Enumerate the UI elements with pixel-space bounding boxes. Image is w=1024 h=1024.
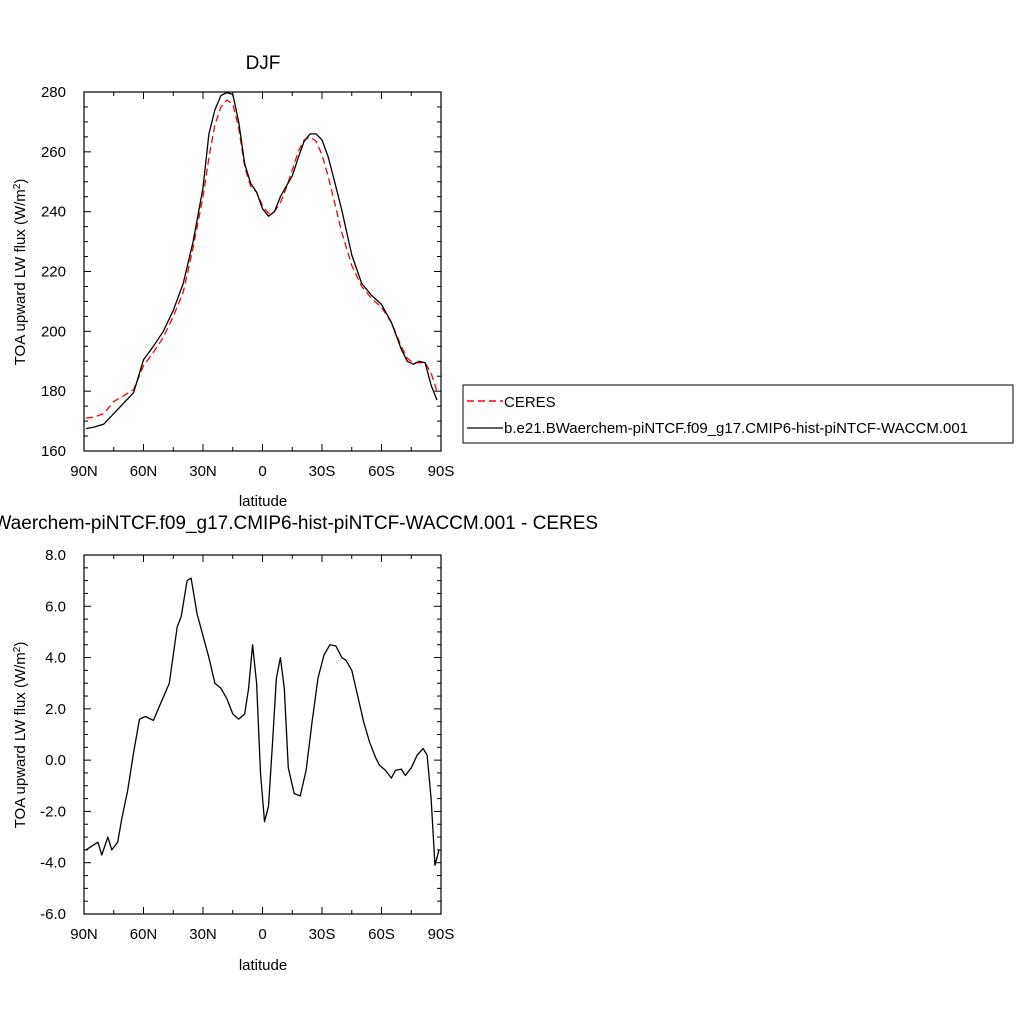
top-series-line-0 xyxy=(85,99,438,419)
top-title: DJF xyxy=(246,53,281,74)
top-y-tick-label: 260 xyxy=(41,144,66,161)
bottom-y-axis-label-sup: 2 xyxy=(12,646,23,652)
bottom-series-layer xyxy=(85,577,440,866)
legend-label-ceres: CERES xyxy=(504,394,556,411)
top-y-tick-label: 200 xyxy=(41,323,66,340)
bottom-x-tick-label: 90S xyxy=(428,926,455,943)
bottom-y-axis-label-end: ) xyxy=(12,642,29,647)
bottom-y-axis-label-main: TOA upward LW flux (W/m xyxy=(12,652,29,828)
bottom-y-tick-label: -6.0 xyxy=(40,906,66,923)
top-x-tick-label: 30N xyxy=(189,463,217,480)
bottom-y-tick-label: 4.0 xyxy=(45,650,66,667)
bottom-x-tick-label: 0 xyxy=(258,926,266,943)
bottom-y-tick-label: 6.0 xyxy=(45,598,66,615)
top-x-tick-label: 60N xyxy=(130,463,158,480)
legend-label-model: b.e21.BWaerchem-piNTCF.f09_g17.CMIP6-his… xyxy=(504,420,968,437)
top-y-tick-label: 180 xyxy=(41,383,66,400)
panel-bottom: b.e21.BWaerchem-piNTCF.f09_g17.CMIP6-his… xyxy=(0,513,598,974)
bottom-y-tick-label: -4.0 xyxy=(40,855,66,872)
bottom-y-tick-label: 0.0 xyxy=(45,752,66,769)
top-y-tick-label: 240 xyxy=(41,204,66,221)
top-series-line-1 xyxy=(85,91,438,430)
top-y-axis-label-end: ) xyxy=(12,179,29,184)
bottom-y-axis-label: TOA upward LW flux (W/m2) xyxy=(12,642,29,829)
bottom-y-tick-label: 8.0 xyxy=(45,547,66,564)
bottom-x-tick-label: 90N xyxy=(70,926,98,943)
bottom-x-axis-label: latitude xyxy=(239,957,287,974)
bottom-y-tick-label: -2.0 xyxy=(40,803,66,820)
top-x-tick-label: 0 xyxy=(258,463,266,480)
bottom-x-tick-label: 60N xyxy=(130,926,158,943)
legend-box xyxy=(462,384,1014,444)
bottom-x-tick-label: 60S xyxy=(368,926,395,943)
top-ticks-layer: 90N 60N 30N 0 30S 60S 90S 160 180 200 220 240 260 280 xyxy=(41,84,454,480)
top-y-tick-label: 220 xyxy=(41,264,66,281)
bottom-ticks-layer: 90N 60N 30N 0 30S 60S 90S -6.0 -4.0 -2.0 0.0 2.0 4.0… xyxy=(40,547,454,943)
top-y-axis-label: TOA upward LW flux (W/m2) xyxy=(12,179,29,366)
top-x-tick-label: 90S xyxy=(428,463,455,480)
bottom-x-tick-label: 30S xyxy=(309,926,336,943)
top-x-tick-label: 60S xyxy=(368,463,395,480)
top-y-tick-label: 280 xyxy=(41,84,66,101)
top-y-axis-label-sup: 2 xyxy=(12,183,23,189)
bottom-title: b.e21.BWaerchem-piNTCF.f09_g17.CMIP6-his… xyxy=(0,513,598,534)
top-x-tick-label: 90N xyxy=(70,463,98,480)
bottom-x-tick-label: 30N xyxy=(189,926,217,943)
panel-top: DJF 90N 60N 30N 0 30S 60S 90S 160 180 200 220 240 26… xyxy=(12,53,1014,510)
bottom-y-tick-label: 2.0 xyxy=(45,701,66,718)
bottom-plot-frame xyxy=(83,554,442,915)
legend: CERES b.e21.BWaerchem-piNTCF.f09_g17.CMI… xyxy=(462,384,1014,444)
top-y-axis-label-main: TOA upward LW flux (W/m xyxy=(12,189,29,365)
top-plot-frame xyxy=(83,91,442,452)
bottom-series-line-0 xyxy=(85,577,440,866)
top-x-axis-label: latitude xyxy=(239,493,287,510)
top-x-tick-label: 30S xyxy=(309,463,336,480)
top-y-tick-label: 160 xyxy=(41,443,66,460)
top-series-layer xyxy=(85,91,438,430)
